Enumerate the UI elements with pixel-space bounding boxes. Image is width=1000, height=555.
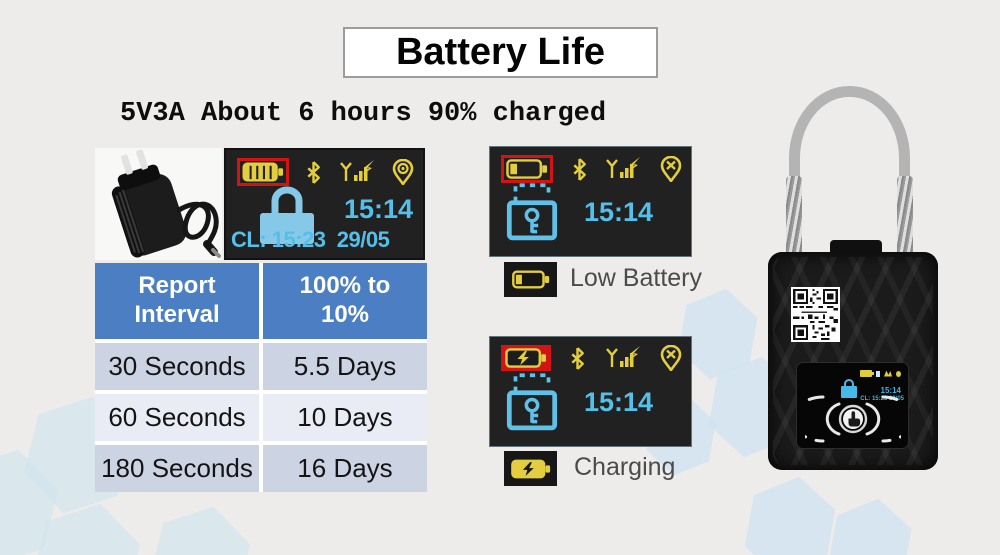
table-header-report-interval: Report Interval xyxy=(95,263,259,339)
battery-highlight-box xyxy=(501,345,551,371)
battery-full-icon xyxy=(242,162,283,182)
shackle-leg xyxy=(786,176,802,256)
bluetooth-icon xyxy=(571,346,585,370)
battery-charging-icon xyxy=(510,459,550,478)
device-status-row xyxy=(860,370,901,377)
lcd-main-status-row xyxy=(237,158,414,186)
hexagon-decoration xyxy=(818,491,921,555)
power-adapter-illustration xyxy=(111,149,221,258)
lcd-charging-status-row xyxy=(501,345,682,371)
battery-highlight-box xyxy=(501,155,553,183)
lcd-main-close-line: CL: 15:23 29/05 xyxy=(231,227,390,252)
slide-title: Battery Life xyxy=(395,31,606,73)
low-battery-badge xyxy=(504,262,557,297)
table-cell: 5.5 Days xyxy=(263,343,427,390)
battery-charging-icon xyxy=(505,348,546,368)
lock-closed-icon xyxy=(841,379,857,399)
charging-caption: Charging xyxy=(574,453,676,481)
device-screen-time: 15:14 xyxy=(880,386,901,395)
bluetooth-icon xyxy=(876,370,880,377)
battery-full-icon xyxy=(860,370,874,377)
gps-nofix-icon xyxy=(660,345,682,371)
low-battery-caption: Low Battery xyxy=(570,264,703,292)
qr-code xyxy=(791,287,840,342)
table-cell: 180 Seconds xyxy=(95,445,259,492)
slide-subtitle: 5V3A About 6 hours 90% charged xyxy=(120,99,607,129)
lcd-screen-main: 15:14 CL: 15:23 29/05 xyxy=(224,148,425,260)
hexagon-decoration xyxy=(136,494,264,555)
lcd-charging-time: 15:14 xyxy=(584,387,654,417)
qr-pattern xyxy=(793,289,838,340)
shackle-leg xyxy=(897,176,913,256)
bluetooth-icon xyxy=(307,160,321,184)
power-adapter-photo xyxy=(95,148,222,260)
signal-icon xyxy=(606,157,641,178)
table-cell: 60 Seconds xyxy=(95,394,259,441)
signal-icon xyxy=(884,370,892,377)
cable-shackle xyxy=(789,86,910,256)
gps-nofix-icon xyxy=(660,156,682,182)
lcd-screen-low-battery: 15:14 xyxy=(489,146,692,257)
gps-pin-icon xyxy=(392,159,414,185)
gps-pin-icon xyxy=(896,370,901,377)
lcd-screen-charging: 15:14 xyxy=(489,336,692,447)
battery-life-table: Report Interval 100% to 10% 30 Seconds 5… xyxy=(95,263,427,492)
battery-low-icon xyxy=(511,270,549,289)
lock-open-key-icon xyxy=(506,183,558,241)
table-cell: 30 Seconds xyxy=(95,343,259,390)
lock-open-key-icon xyxy=(506,373,558,431)
lcd-main-time: 15:14 xyxy=(343,194,413,224)
battery-highlight-box xyxy=(237,158,289,186)
lcd-low-time: 15:14 xyxy=(584,197,654,227)
fingerprint-touch-pad xyxy=(805,395,901,443)
lock-closed-icon xyxy=(260,186,314,244)
signal-icon xyxy=(605,346,640,367)
bluetooth-icon xyxy=(573,157,586,181)
charging-badge xyxy=(504,451,557,486)
device-screen: 15:14 CL: 15:23 29/05 xyxy=(796,362,909,449)
table-header-100-to-10: 100% to 10% xyxy=(263,263,427,339)
table-cell: 10 Days xyxy=(263,394,427,441)
signal-icon xyxy=(339,160,374,181)
slide-title-box: Battery Life xyxy=(343,27,658,78)
lcd-low-status-row xyxy=(501,155,682,183)
hexagon-decoration xyxy=(734,468,847,555)
battery-low-icon xyxy=(506,159,547,179)
table-cell: 16 Days xyxy=(263,445,427,492)
